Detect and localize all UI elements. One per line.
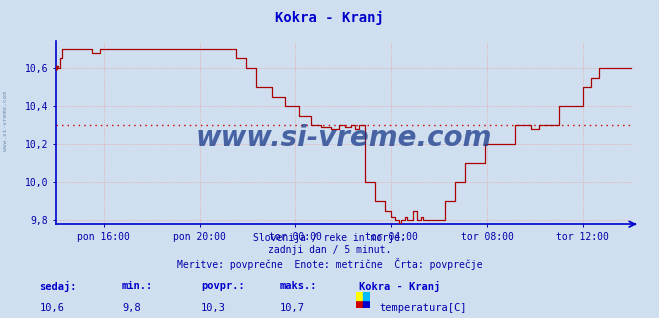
Text: Kokra - Kranj: Kokra - Kranj bbox=[359, 281, 440, 293]
Bar bbox=[363, 292, 370, 300]
Text: 10,3: 10,3 bbox=[201, 303, 226, 313]
Text: 9,8: 9,8 bbox=[122, 303, 140, 313]
Text: Slovenija / reke in morje.: Slovenija / reke in morje. bbox=[253, 233, 406, 243]
Text: Meritve: povprečne  Enote: metrične  Črta: povprečje: Meritve: povprečne Enote: metrične Črta:… bbox=[177, 258, 482, 270]
Text: maks.:: maks.: bbox=[280, 281, 318, 291]
Text: temperatura[C]: temperatura[C] bbox=[379, 303, 467, 313]
Text: 10,7: 10,7 bbox=[280, 303, 305, 313]
Bar bbox=[363, 300, 370, 308]
Text: www.si-vreme.com: www.si-vreme.com bbox=[196, 124, 492, 152]
Text: povpr.:: povpr.: bbox=[201, 281, 244, 291]
Text: min.:: min.: bbox=[122, 281, 153, 291]
Text: www.si-vreme.com: www.si-vreme.com bbox=[3, 91, 8, 151]
Text: Kokra - Kranj: Kokra - Kranj bbox=[275, 11, 384, 25]
Text: zadnji dan / 5 minut.: zadnji dan / 5 minut. bbox=[268, 245, 391, 255]
Bar bbox=[356, 292, 363, 300]
Text: 10,6: 10,6 bbox=[40, 303, 65, 313]
Text: sedaj:: sedaj: bbox=[40, 281, 77, 293]
